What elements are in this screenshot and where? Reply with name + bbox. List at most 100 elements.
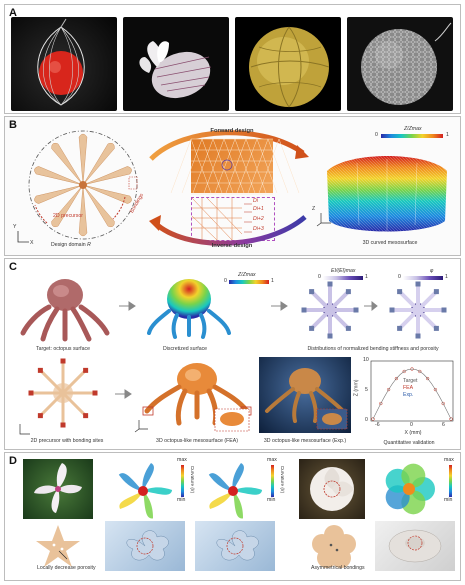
panel-a-label: A [9, 7, 17, 19]
pinwheel-flower-photo [23, 459, 93, 519]
distributions-label: Distributions of normalized bending stif… [307, 346, 439, 352]
b-colorbar-max: 1 [446, 132, 449, 138]
pinwheel-curvature-map [118, 463, 173, 519]
panel-c-label: C [9, 261, 17, 273]
discretized-surface [147, 279, 231, 339]
mesh-triangles [170, 138, 300, 195]
inverse-design-label: Inverse design [211, 243, 253, 249]
panel-d-label: D [9, 455, 17, 467]
forward-design-arrow [149, 130, 309, 161]
precursor-petal [82, 142, 115, 186]
inverse-design-arrow [149, 215, 307, 246]
validation-label: Quantitative validation [383, 440, 435, 446]
b-axes-xy-icon [17, 231, 29, 243]
pinwheel-curvature-map-2 [208, 463, 263, 519]
c-cb1-max: 1 [271, 278, 274, 284]
mesosurface-3d [327, 156, 447, 232]
validation-ylabel: Z (mm) [353, 379, 360, 397]
white-flower-illustration [310, 467, 354, 511]
d-cb2-max: max [267, 457, 277, 463]
precursor-bonding-label: 2D precursor with bonding sites [30, 438, 104, 444]
d-cb3-min: min [444, 497, 453, 503]
precursor-petal [82, 184, 115, 228]
c-cb2-max: 1 [365, 274, 368, 280]
legend-fea: FEA [403, 385, 414, 391]
b-axis-y: Y [13, 224, 17, 230]
precursor-petal [51, 142, 84, 186]
precursor-petal [82, 184, 132, 204]
precursor-petal [78, 133, 88, 186]
precursor-petal [82, 166, 132, 186]
b-colorbar-min: 0 [375, 132, 378, 138]
c-colorbar-2 [323, 276, 363, 280]
b-colorbar-title: Z/Zmax [404, 126, 422, 132]
precursor-design-domain [28, 130, 138, 240]
panel-b-label: B [9, 119, 17, 131]
d-cb1-min: min [177, 497, 186, 503]
target-label: Target: octopus surface [36, 346, 90, 352]
design-domain-label: Design domain R [51, 242, 91, 248]
x-tick-right: 6 [442, 422, 445, 428]
b-axes-3d-icon [316, 213, 331, 227]
d-cb3-max: max [444, 457, 454, 463]
precursor-petal [51, 184, 84, 228]
validation-xlabel: X (mm) [404, 430, 422, 436]
d-i2-label: Di+2 [253, 216, 264, 222]
d-i1-label: Di+1 [253, 206, 264, 212]
pinwheel-exp-1 [126, 530, 169, 561]
mesh-sphere-illustration [361, 22, 452, 105]
photo-mesh-sphere [347, 17, 453, 111]
y-tick-top: 10 [363, 357, 369, 363]
exp-octopus [265, 368, 348, 430]
d-cb2-min: min [267, 497, 276, 503]
pinwheel-exp-photo-1 [105, 521, 185, 571]
c-colorbar-1 [229, 280, 269, 284]
stiffness-distribution [301, 281, 359, 339]
c-arrow-2 [271, 301, 288, 311]
flower-exp-photo [375, 521, 455, 571]
mesosurface-label: 3D curved mesosurface [362, 240, 418, 246]
pinwheel-precursor [36, 525, 80, 567]
photo-silene-flower [123, 17, 229, 111]
precursor-petal [34, 184, 84, 204]
d-colorbar-3 [449, 465, 452, 497]
mesh-forward-box [170, 138, 300, 195]
precursor-label: 2D precursor [53, 213, 83, 219]
pinwheel-illustration [34, 463, 82, 513]
y-tick-bottom: 0 [365, 417, 368, 423]
porosity-distribution [389, 281, 447, 339]
c-cb3-max: 1 [445, 274, 448, 280]
forward-design-label: Forward design [210, 128, 254, 134]
b-axis-z: Z [312, 206, 316, 212]
octopus-photo [20, 279, 110, 342]
pinwheel-exp-photo-2 [195, 521, 275, 571]
photo-physalis-red [11, 17, 117, 111]
d-i-label: Di [253, 198, 258, 204]
panel-d: D max min Curvature (/r) max min Curvatu… [4, 452, 461, 581]
panel-c: C Target: octopus surface Discretized su… [4, 258, 461, 450]
pinwheel-exp-2 [216, 530, 259, 561]
flower-precursor [312, 525, 356, 568]
c-cb1-min: 0 [224, 278, 227, 284]
precursor-petal [34, 166, 84, 186]
c-cb2-title: EI/(EI)max [331, 268, 356, 274]
inverse-mesh [191, 197, 252, 241]
c-cb2-min: 0 [318, 274, 321, 280]
d-cb1-max: max [177, 457, 187, 463]
precursor-petals [34, 133, 132, 237]
fea-mesosurface [142, 363, 252, 432]
silene-illustration [139, 41, 212, 99]
precursor-petal [78, 184, 88, 237]
cabbage-illustration [249, 26, 330, 108]
panel-b: B 2D precursor Bondings Design domain R … [4, 116, 461, 256]
legend-target: Target [403, 378, 418, 384]
white-flower-photo [299, 459, 365, 519]
panel-a: A [4, 4, 461, 114]
flower-exp [388, 529, 442, 563]
y-tick-mid: 5 [365, 387, 368, 393]
porosity-note: Locally decrease porosity [37, 565, 96, 571]
d-colorbar-2 [271, 465, 274, 497]
c-arrow-3 [364, 300, 378, 312]
x-tick-left: -6 [375, 422, 380, 428]
validation-plot [370, 360, 454, 422]
